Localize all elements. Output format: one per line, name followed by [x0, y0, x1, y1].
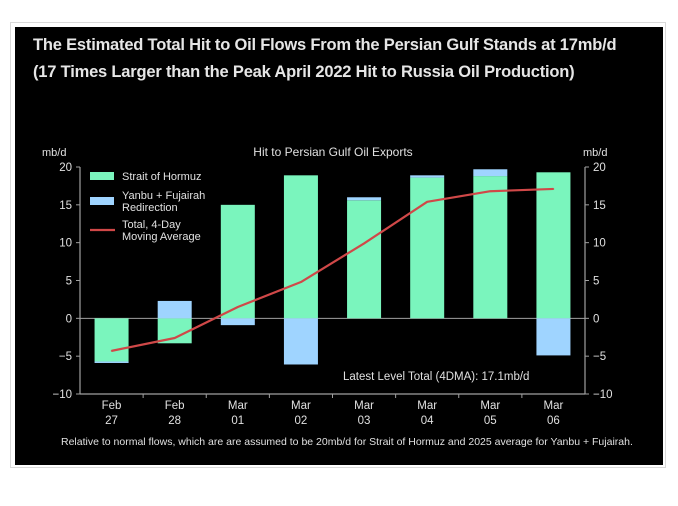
- y-axis-label-right: mb/d: [583, 147, 607, 159]
- x-tick-label-day: 05: [484, 415, 497, 427]
- bar-strait-of-hormuz: [473, 176, 508, 319]
- y-tick-label-left: 15: [59, 200, 72, 212]
- bar-yanbu-fujairah: [283, 318, 318, 365]
- x-tick-label-month: Mar: [291, 400, 311, 412]
- y-tick-label-right: 5: [593, 276, 599, 288]
- legend-label: Total, 4-Day: [122, 219, 181, 231]
- y-tick-label-left: −10: [52, 389, 72, 401]
- bar-yanbu-fujairah: [94, 361, 129, 363]
- y-tick-label-right: −5: [593, 351, 606, 363]
- bar-strait-of-hormuz: [283, 175, 318, 319]
- x-tick-label-month: Mar: [417, 400, 437, 412]
- x-tick-label-month: Mar: [544, 400, 564, 412]
- bars: [94, 169, 571, 365]
- legend-label: Strait of Hormuz: [122, 171, 201, 183]
- x-tick-labels: Feb 27 Feb 28 Mar 01 Mar 02 Mar 03 Mar 04 Mar 05 Mar 06: [102, 400, 564, 427]
- y-tick-label-left: 5: [66, 276, 72, 288]
- y-tick-label-right: 20: [593, 162, 606, 174]
- bar-yanbu-fujairah: [157, 300, 192, 319]
- moving-average-path: [111, 187, 554, 352]
- x-tick-label-month: Mar: [480, 400, 500, 412]
- x-tick-label-day: 27: [105, 415, 118, 427]
- bar-strait-of-hormuz: [220, 204, 255, 319]
- y-tick-label-left: 0: [66, 313, 72, 325]
- x-tick-label-month: Mar: [354, 400, 374, 412]
- moving-average-point: [489, 190, 492, 193]
- y-tick-label-left: 10: [59, 238, 72, 250]
- moving-average-point: [110, 350, 113, 352]
- x-tick-label-day: 03: [358, 415, 371, 427]
- legend-swatch-hormuz: [90, 172, 114, 180]
- legend-label: Yanbu + Fujairah: [122, 190, 205, 202]
- x-tick-label-day: 01: [231, 415, 244, 427]
- y-tick-label-right: 15: [593, 200, 606, 212]
- chart-headline: The Estimated Total Hit to Oil Flows Fro…: [33, 36, 617, 81]
- bar-yanbu-fujairah: [410, 175, 445, 178]
- y-axis-label-left: mb/d: [42, 147, 66, 159]
- x-tick-label-month: Feb: [102, 400, 122, 412]
- y-tick-label-left: −5: [59, 351, 72, 363]
- footnote: Relative to normal flows, which are are …: [61, 436, 633, 448]
- bar-yanbu-fujairah: [347, 197, 382, 201]
- bar-yanbu-fujairah: [220, 318, 255, 326]
- moving-average-line: [110, 187, 555, 352]
- bar-yanbu-fujairah: [536, 318, 571, 356]
- moving-average-point: [300, 281, 302, 283]
- bar-strait-of-hormuz: [94, 318, 129, 362]
- bar-strait-of-hormuz: [157, 318, 192, 344]
- chart-title: Hit to Persian Gulf Oil Exports: [253, 145, 412, 159]
- x-tick-label-day: 28: [168, 415, 181, 427]
- bar-yanbu-fujairah: [473, 169, 508, 177]
- moving-average-point: [552, 188, 555, 190]
- legend-label: Moving Average: [122, 231, 201, 243]
- x-tick-label-month: Mar: [228, 400, 248, 412]
- legend: Strait of Hormuz Yanbu + FujairahRedirect…: [90, 171, 205, 243]
- y-tick-label-right: 10: [593, 238, 606, 250]
- moving-average-point: [426, 201, 428, 203]
- y-tick-label-right: 0: [593, 313, 599, 325]
- x-tick-label-day: 06: [547, 415, 560, 427]
- annotation-latest-level: Latest Level Total (4DMA): 17.1mb/d: [343, 371, 529, 383]
- x-tick-label-day: 02: [295, 415, 308, 427]
- x-tick-label-month: Feb: [165, 400, 185, 412]
- y-tick-label-left: 20: [59, 162, 72, 174]
- legend-swatch-yanbu: [90, 197, 114, 205]
- moving-average-point: [363, 242, 365, 245]
- moving-average-point: [173, 337, 176, 339]
- bar-strait-of-hormuz: [536, 172, 571, 319]
- moving-average-point: [237, 306, 239, 308]
- y-tick-label-right: −10: [593, 389, 613, 401]
- x-tick-label-day: 04: [421, 415, 434, 427]
- legend-label: Redirection: [122, 202, 178, 214]
- bar-strait-of-hormuz: [347, 200, 382, 319]
